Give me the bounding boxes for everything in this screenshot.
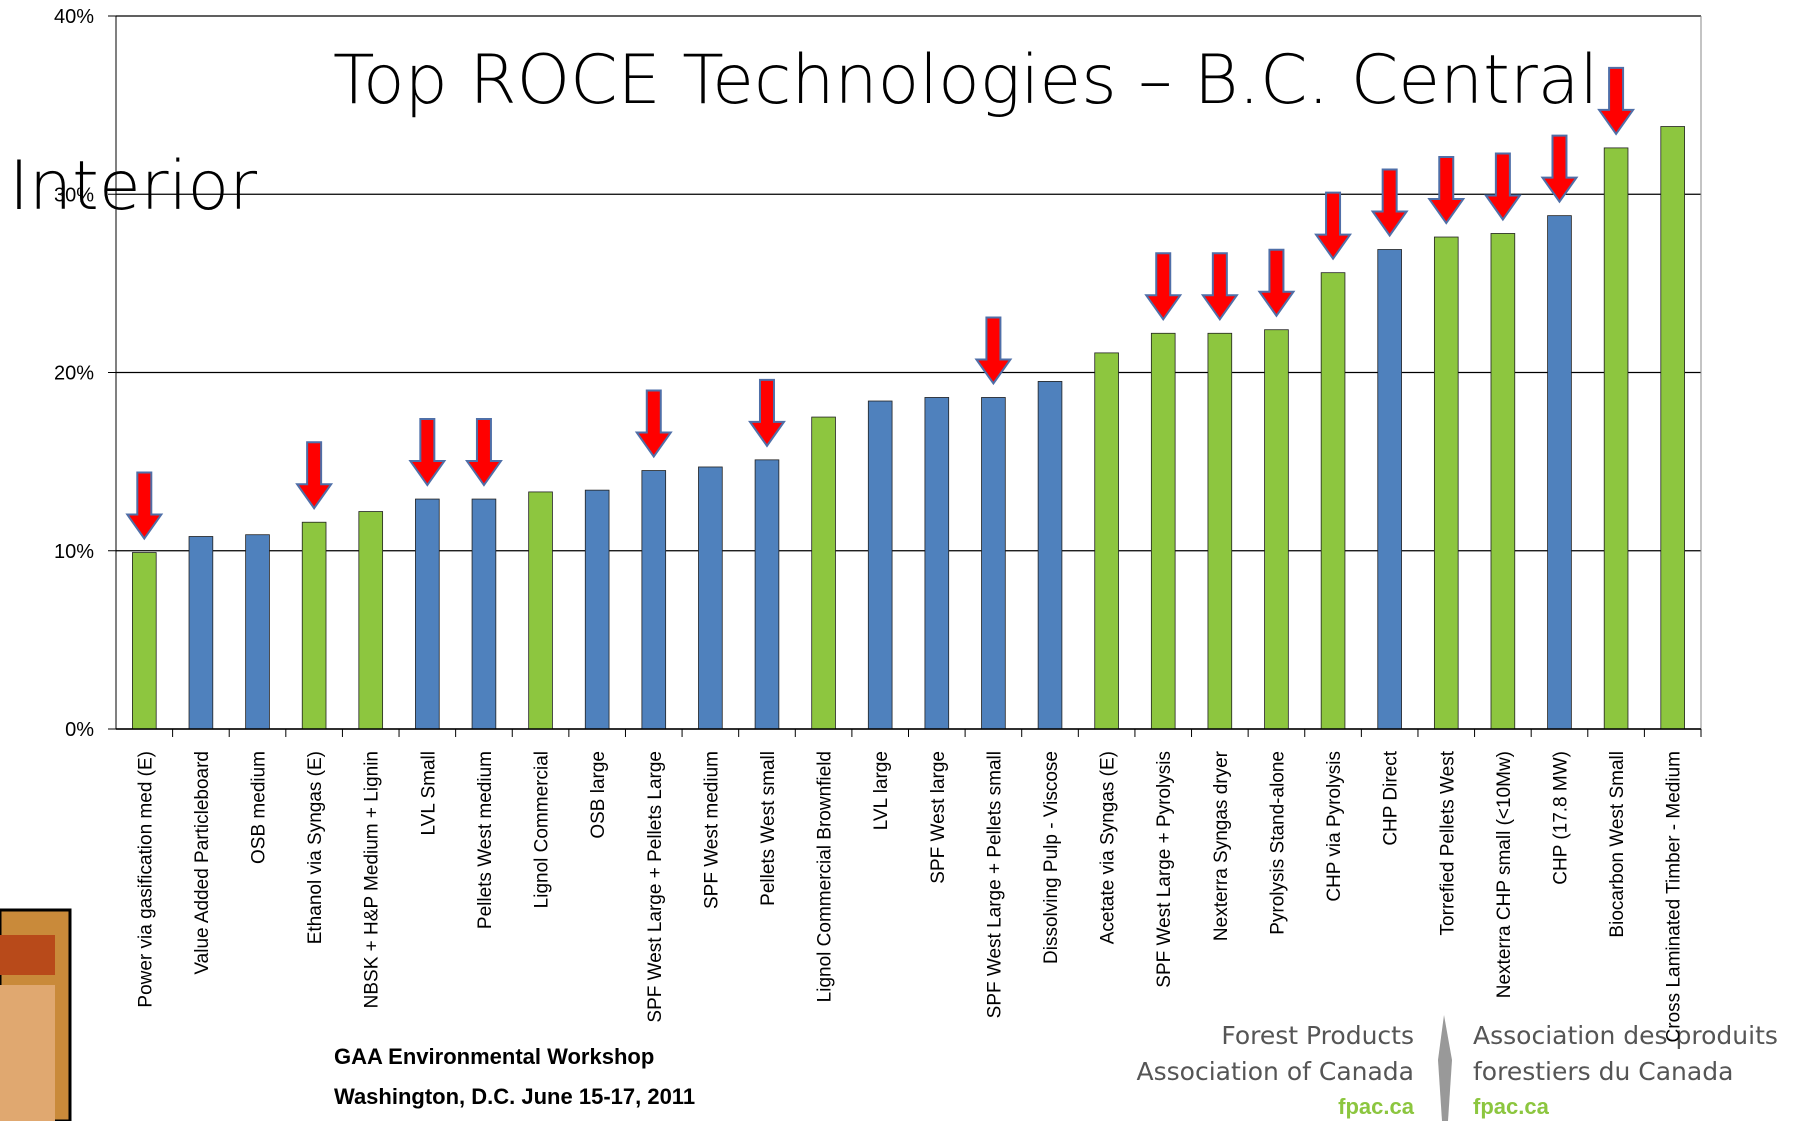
highlight-arrow: [1483, 152, 1522, 222]
x-tick-label: Nexterra Syngas dryer: [1211, 750, 1232, 941]
logo-fr: Association des produits: [1473, 1021, 1778, 1050]
y-tick-label: 10%: [54, 541, 94, 563]
bar: [1490, 233, 1516, 730]
bar: [188, 536, 214, 730]
x-tick-label: CHP (17.8 MW): [1550, 751, 1571, 885]
highlight-arrow: [465, 418, 503, 487]
bar: [1660, 126, 1685, 730]
y-tick-label: 20%: [54, 363, 94, 385]
x-tick-label: Acetate via Syngas (E): [1098, 751, 1119, 944]
x-tick-label: NBSK + H&P Medium + Lignin: [362, 751, 383, 1008]
bar: [867, 400, 893, 730]
bar: [471, 498, 497, 730]
bar: [698, 466, 723, 730]
x-tick-label: Power via gasification med (E): [135, 751, 156, 1008]
logo-fr: forestiers du Canada: [1473, 1057, 1733, 1086]
highlight-arrow: [974, 316, 1013, 386]
chart-title: Top ROCE Technologies – B.C. Central: [333, 41, 1598, 120]
bar: [1094, 352, 1119, 730]
logo-tree: [1438, 1015, 1452, 1121]
x-tick-label: LVL large: [871, 751, 892, 830]
bar: [1603, 147, 1629, 730]
x-tick-label: SPF West Large + Pyrolysis: [1154, 751, 1175, 988]
bar: [245, 534, 270, 730]
x-tick-label: Ethanol via Syngas (E): [305, 751, 326, 944]
highlight-arrow: [1540, 134, 1579, 204]
x-tick-label: Pyrolysis Stand-alone: [1267, 751, 1288, 935]
logo-en: Forest Products: [1221, 1021, 1414, 1050]
place: Washington, D.C. June 15-17, 2011: [334, 1084, 695, 1109]
url-en: fpac.ca: [1338, 1094, 1415, 1119]
x-tick-label: CHP Direct: [1381, 750, 1402, 845]
x-tick-label: Value Added Particleboard: [192, 751, 213, 975]
bar: [1037, 381, 1063, 730]
bar: [754, 459, 780, 730]
bar: [584, 489, 610, 730]
bar: [1320, 272, 1346, 730]
bar: [132, 552, 157, 730]
x-tick-label: OSB large: [588, 751, 609, 839]
url-fr: fpac.ca: [1473, 1094, 1550, 1119]
logo-en: Association of Canada: [1137, 1057, 1414, 1086]
bar: [358, 511, 384, 730]
bar: [1264, 329, 1289, 730]
bar: [528, 491, 553, 730]
highlight-arrow: [1144, 252, 1183, 322]
y-tick-label: 0%: [65, 719, 94, 741]
highlight-arrow: [1370, 168, 1409, 238]
x-tick-label: Lignol Commercial Brownfield: [815, 751, 836, 1002]
x-tick-label: Pellets West medium: [475, 751, 496, 929]
book-image: [0, 985, 55, 1121]
bar: [1207, 332, 1233, 730]
bar: [811, 416, 836, 730]
chart-title: Interior: [9, 147, 257, 226]
bar: [1150, 332, 1176, 730]
book-band: [0, 935, 55, 975]
bar: [1547, 215, 1572, 730]
highlight-arrow: [125, 471, 164, 541]
x-tick-label: LVL Small: [418, 751, 439, 835]
x-tick-label: Biocarbon West Small: [1607, 751, 1628, 938]
x-tick-label: Cross Laminated Timber - Medium: [1664, 751, 1685, 1042]
x-tick-label: SPF West medium: [701, 751, 722, 909]
bar: [924, 397, 950, 730]
x-tick-label: SPF West Large + Pellets Large: [645, 751, 666, 1023]
x-tick-label: CHP via Pyrolysis: [1324, 751, 1345, 902]
bar: [301, 521, 327, 730]
y-tick-label: 30%: [54, 184, 94, 206]
highlight-arrow: [1427, 156, 1466, 225]
highlight-arrow: [1597, 66, 1636, 136]
x-tick-label: Torrefied Pellets West: [1437, 750, 1458, 935]
x-tick-label: Nexterra CHP small (<10Mw): [1494, 751, 1515, 998]
highlight-arrow: [634, 389, 673, 459]
highlight-arrow: [295, 441, 334, 510]
x-tick-label: Lignol Commercial: [532, 751, 553, 908]
bar: [981, 397, 1006, 730]
highlight-arrow: [748, 378, 786, 448]
bar: [1433, 236, 1459, 730]
bar: [415, 498, 440, 730]
x-tick-label: SPF West large: [928, 751, 949, 884]
highlight-arrow: [408, 418, 447, 487]
x-tick-label: Pellets West small: [758, 751, 779, 906]
y-tick-label: 40%: [54, 6, 94, 28]
x-tick-label: OSB medium: [249, 751, 270, 864]
bar: [641, 470, 667, 730]
highlight-arrow: [1314, 191, 1352, 261]
event: GAA Environmental Workshop: [334, 1044, 654, 1069]
x-tick-label: SPF West Large + Pellets small: [984, 751, 1005, 1018]
highlight-arrow: [1200, 252, 1239, 322]
bar: [1377, 249, 1402, 730]
x-tick-label: Dissolving Pulp - Viscose: [1041, 751, 1062, 964]
highlight-arrow: [1257, 248, 1296, 318]
